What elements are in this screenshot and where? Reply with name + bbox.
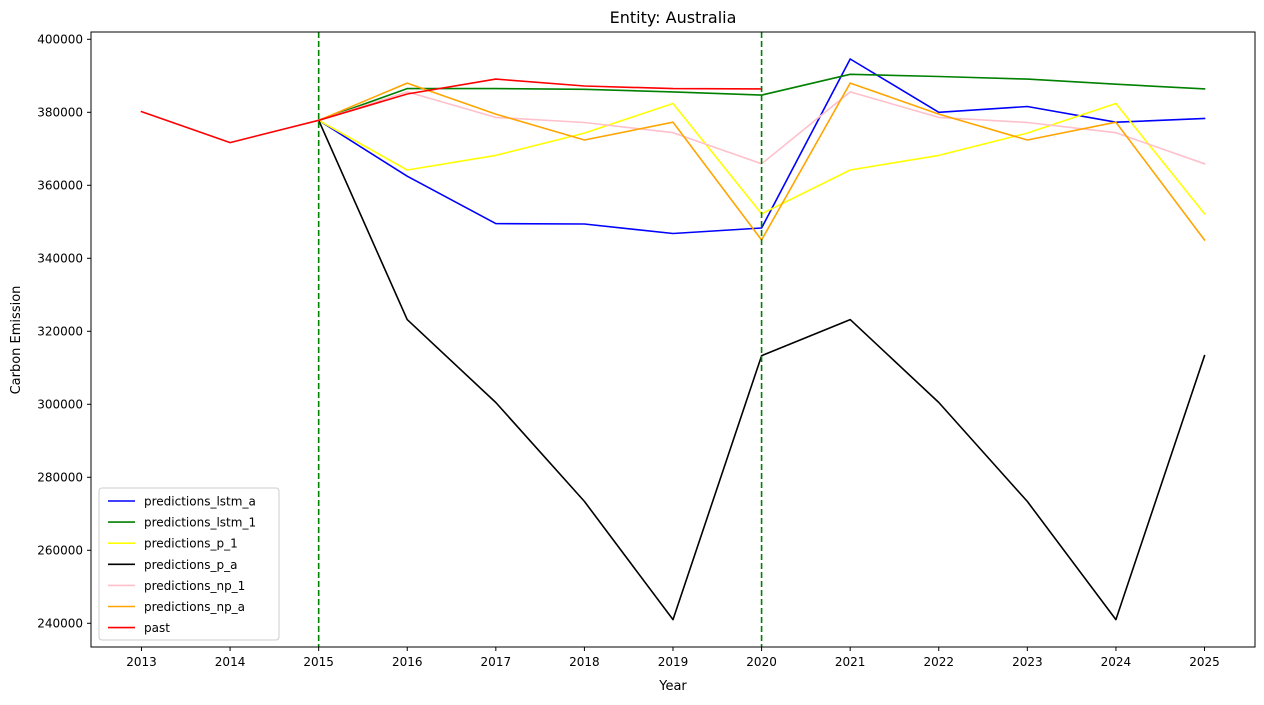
axes: 2013 2014 2015 2016 2017 2018 2019 2020 2021 2022… (37, 31, 1256, 669)
legend-label-predictions-np-1: predictions_np_1 (144, 579, 245, 593)
y-tick-label: 260000 (37, 543, 83, 557)
legend-label-predictions-np-a: predictions_np_a (144, 600, 245, 614)
x-tick-label: 2016 (392, 655, 423, 669)
chart-title: Entity: Australia (610, 8, 737, 27)
series-line-predictions-p-a (317, 119, 1206, 621)
legend-box (98, 487, 280, 641)
series-line-past (140, 78, 763, 144)
x-tick-label: 2020 (746, 655, 777, 669)
legend-label-predictions-lstm-a: predictions_lstm_a (144, 495, 256, 509)
y-axis-label: Carbon Emission (9, 286, 24, 395)
x-tick-label: 2023 (1012, 655, 1043, 669)
x-tick-label: 2025 (1189, 655, 1220, 669)
plot-area (140, 32, 1206, 647)
y-tick-label: 360000 (37, 178, 83, 192)
legend-label-predictions-lstm-1: predictions_lstm_1 (144, 516, 256, 530)
y-tick-label: 300000 (37, 397, 83, 411)
legend-label-past: past (144, 621, 170, 635)
x-tick-label: 2019 (658, 655, 689, 669)
x-tick-label: 2015 (303, 655, 334, 669)
series-line-predictions-lstm-a (317, 58, 1206, 235)
y-tick-label: 240000 (37, 616, 83, 630)
y-tick-label: 380000 (37, 105, 83, 119)
x-tick-label: 2022 (923, 655, 954, 669)
y-tick-label: 320000 (37, 324, 83, 338)
y-tick-label: 400000 (37, 32, 83, 46)
legend: predictions_lstm_a predictions_lstm_1pred… (98, 487, 280, 641)
legend-label-predictions-p-a: predictions_p_a (144, 558, 237, 572)
x-tick-label: 2013 (126, 655, 157, 669)
legend-label-predictions-p-1: predictions_p_1 (144, 537, 238, 551)
y-tick-label: 340000 (37, 251, 83, 265)
x-tick-label: 2021 (835, 655, 866, 669)
x-tick-label: 2014 (215, 655, 246, 669)
y-tick-label: 280000 (37, 470, 83, 484)
x-tick-label: 2017 (481, 655, 512, 669)
x-axis-label: Year (658, 679, 687, 694)
x-tick-label: 2024 (1101, 655, 1132, 669)
x-tick-label: 2018 (569, 655, 600, 669)
series-group (140, 58, 1206, 621)
